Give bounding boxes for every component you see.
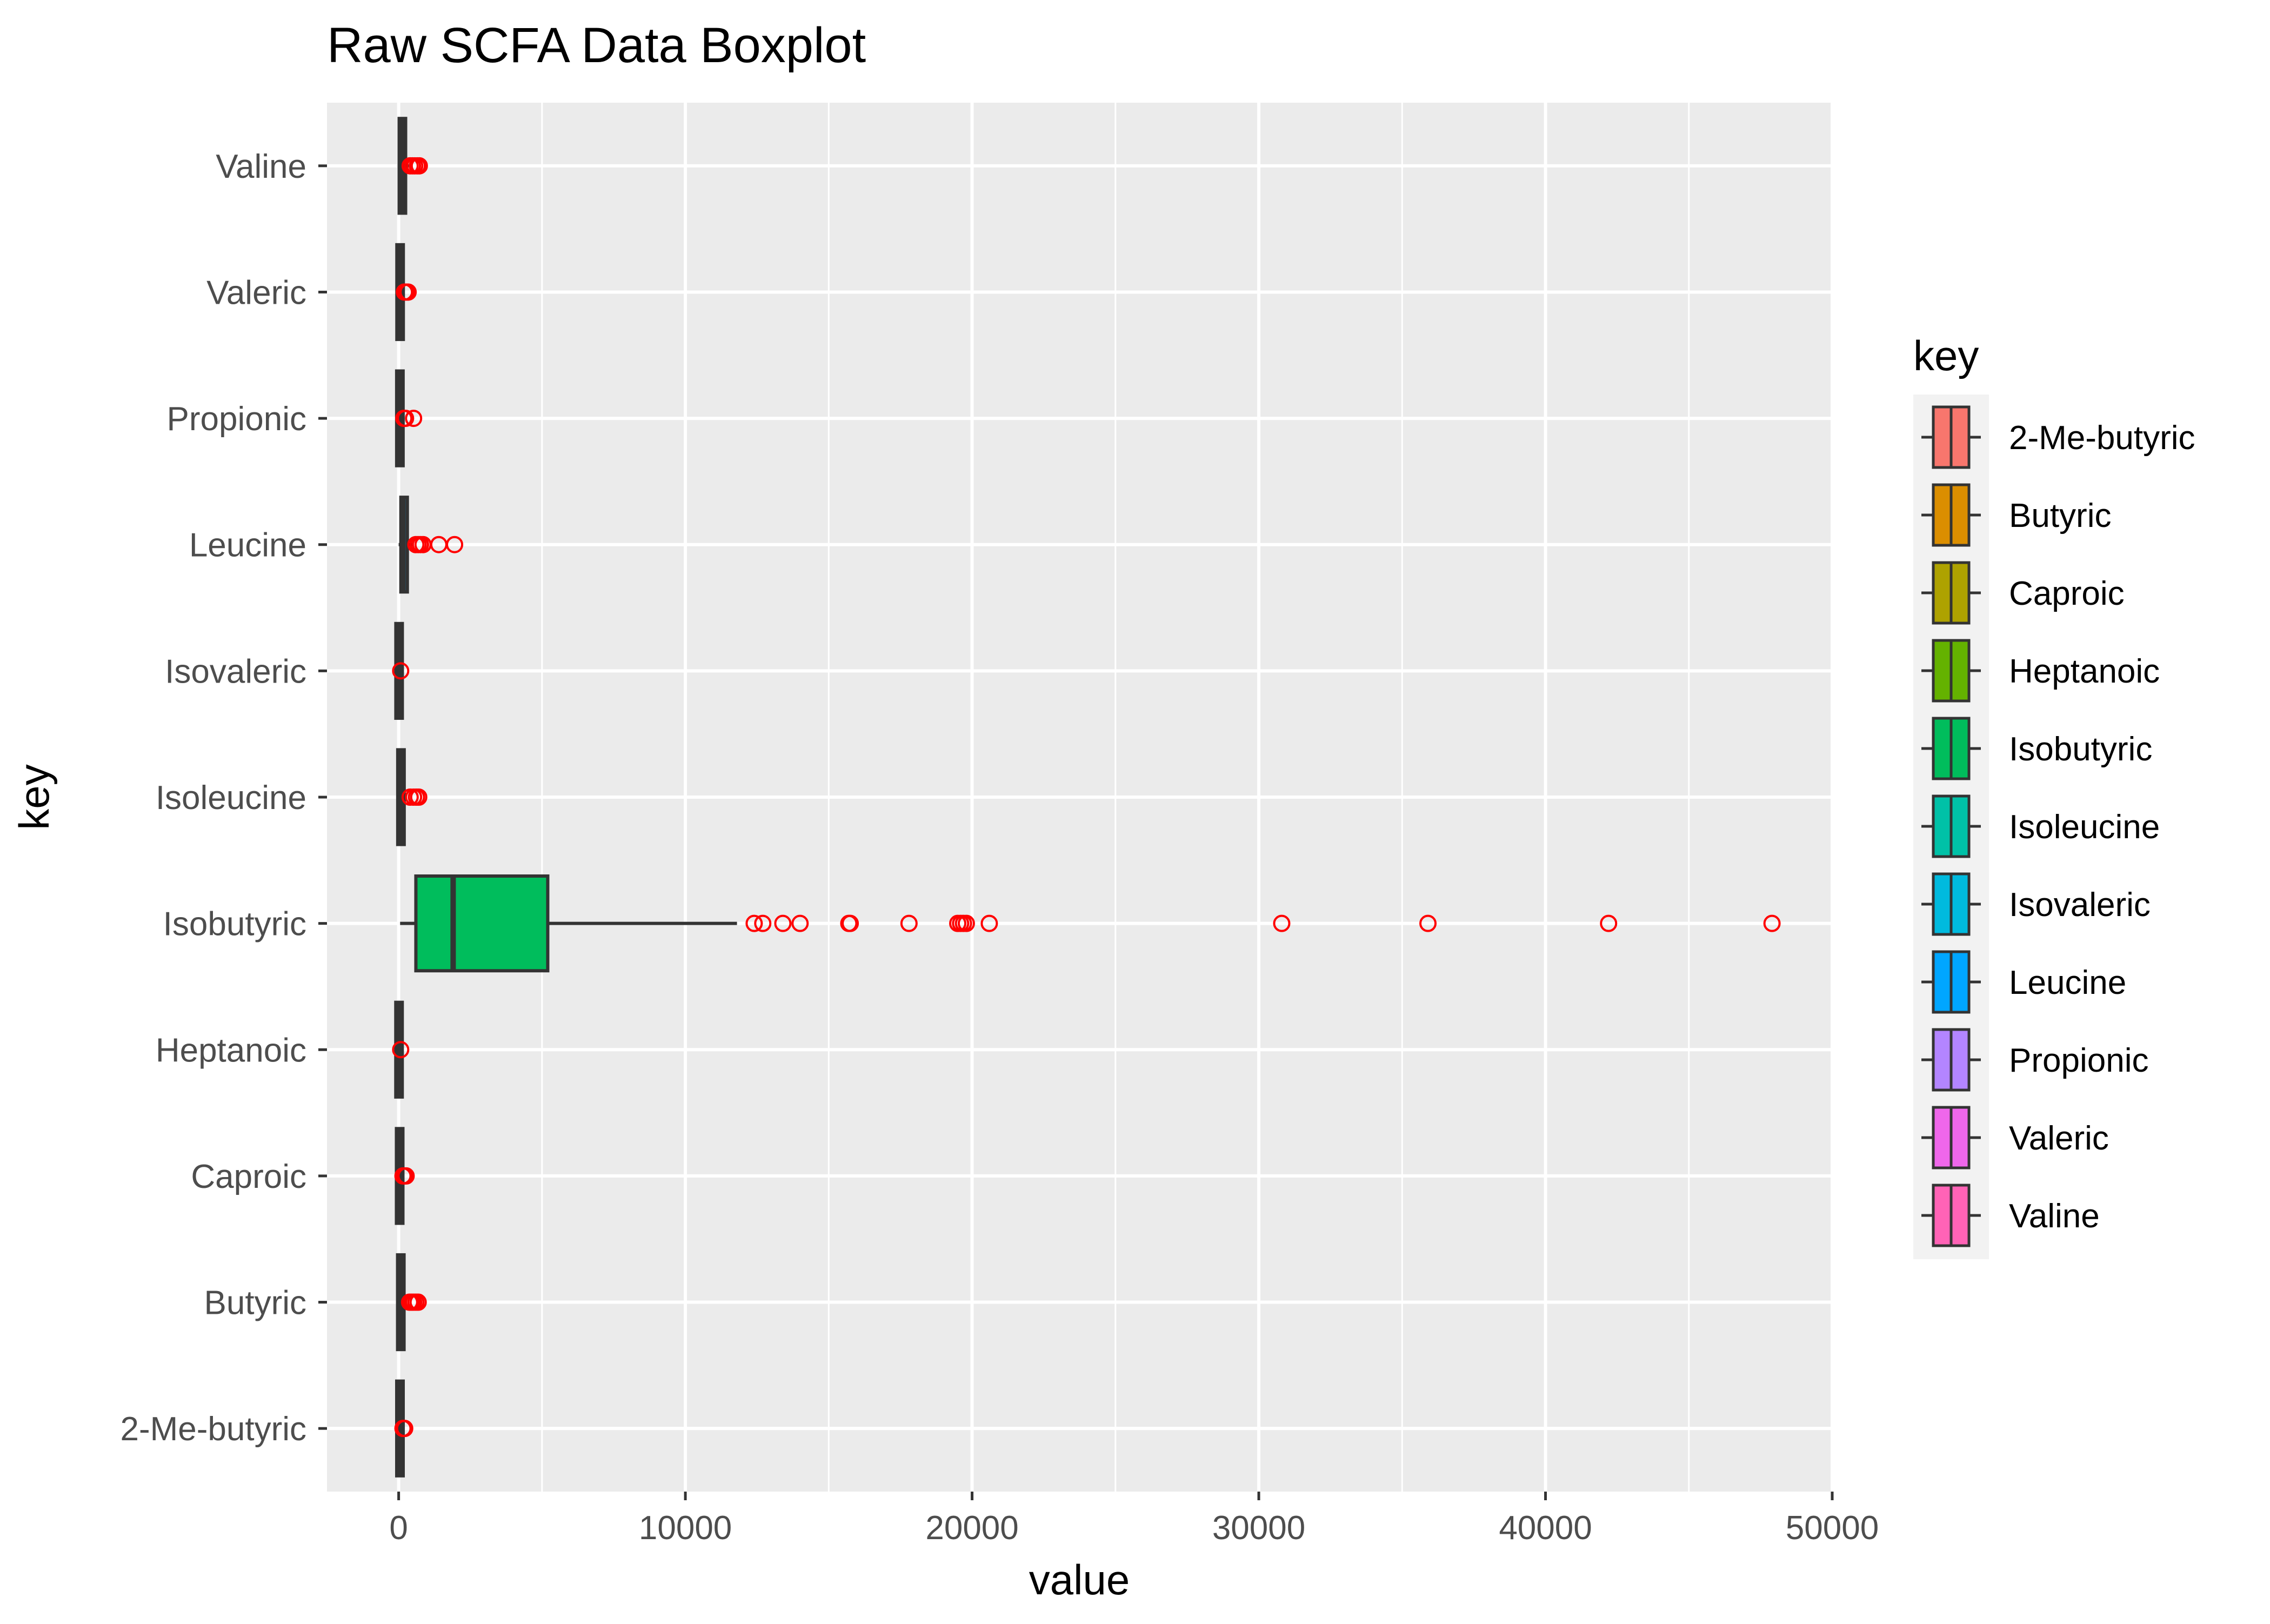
legend-label: Valeric (2009, 1120, 2109, 1157)
grid-layer (327, 103, 1834, 1492)
legend-label: 2-Me-butyric (2009, 419, 2195, 457)
outlier-point (1763, 914, 1781, 932)
outlier-point (410, 157, 428, 175)
y-tick-label: Leucine (189, 527, 306, 564)
outlier-point (392, 1041, 410, 1059)
legend-title: key (1913, 332, 1979, 379)
outlier-point (842, 914, 859, 932)
axis-layer: 0 10000 20000 30000 40000 50000 2-Me-butyric Bu… (120, 148, 1879, 1547)
y-tick-label: Butyric (204, 1285, 306, 1322)
legend-item: Valeric (1921, 1106, 2109, 1169)
x-tick-label: 20000 (925, 1509, 1018, 1547)
x-tick-label: 40000 (1499, 1509, 1592, 1547)
y-tick-label: Valeric (206, 274, 306, 311)
outlier-point (446, 536, 464, 553)
legend-label: Leucine (2009, 964, 2126, 1001)
chart-title: Raw SCFA Data Boxplot (327, 18, 866, 73)
legend-item: Isovaleric (1921, 872, 2151, 936)
legend-label: Isovaleric (2009, 886, 2151, 924)
y-tick-label: Isoleucine (156, 779, 306, 817)
outlier-point (1419, 914, 1437, 932)
legend-label: Heptanoic (2009, 653, 2160, 690)
legend-item: Caproic (1921, 561, 2125, 625)
y-axis-label: key (10, 764, 58, 830)
outlier-point (392, 662, 410, 680)
outlier-point (396, 1420, 413, 1438)
box-Valine (397, 117, 428, 215)
outlier-point (405, 410, 423, 427)
box-2-Me-butyric (394, 1379, 413, 1478)
box-Caproic (394, 1127, 415, 1225)
box-Isovaleric (392, 621, 410, 720)
x-axis-label: value (1029, 1556, 1130, 1603)
legend-item: Isoleucine (1921, 794, 2160, 858)
legend-item: Leucine (1921, 950, 2126, 1014)
y-tick-label: Isobutyric (163, 906, 306, 943)
outlier-point (409, 1293, 427, 1311)
x-tick-label: 30000 (1212, 1509, 1305, 1547)
x-tick-label: 10000 (639, 1509, 732, 1547)
outlier-point (980, 914, 998, 932)
legend-label: Butyric (2009, 497, 2111, 534)
legend-item: Propionic (1921, 1028, 2148, 1092)
box-iqr (414, 874, 550, 973)
outlier-point (774, 914, 792, 932)
x-tick-label: 50000 (1786, 1509, 1879, 1547)
legend-item: Heptanoic (1921, 639, 2160, 703)
y-tick-label: Heptanoic (156, 1032, 306, 1069)
outlier-point (410, 788, 428, 806)
outlier-point (397, 410, 415, 427)
legend-item: Isobutyric (1921, 717, 2152, 780)
box-Butyric (396, 1253, 427, 1352)
y-tick-label: Propionic (167, 400, 306, 438)
box-layer (392, 117, 1781, 1478)
legend-item: 2-Me-butyric (1921, 405, 2195, 469)
outlier-point (791, 914, 809, 932)
legend-label: Isobutyric (2009, 731, 2152, 768)
box-Isoleucine (396, 748, 428, 846)
outlier-point (900, 914, 918, 932)
outlier-point (397, 1167, 415, 1185)
y-tick-label: Isovaleric (165, 653, 306, 690)
outlier-point (399, 283, 417, 301)
legend-item: Valine (1921, 1184, 2100, 1247)
box-Heptanoic (392, 1000, 410, 1099)
legend-label: Propionic (2009, 1042, 2148, 1079)
box-Isobutyric (400, 874, 1781, 973)
box-Valeric (395, 243, 417, 342)
legend-label: Isoleucine (2009, 808, 2160, 846)
outlier-point (957, 914, 975, 932)
legend-label: Caproic (2009, 575, 2125, 612)
box-Leucine (398, 496, 464, 594)
legend-item: Butyric (1921, 483, 2111, 547)
outlier-point (1600, 914, 1618, 932)
x-tick-label: 0 (389, 1509, 408, 1547)
box-Propionic (395, 369, 423, 467)
outlier-point (1273, 914, 1291, 932)
y-tick-label: Caproic (191, 1158, 306, 1195)
legend: 2-Me-butyric Butyric Caproic Heptanoic Isobu… (1921, 405, 2195, 1247)
outlier-point (745, 914, 763, 932)
y-tick-label: Valine (216, 148, 306, 185)
y-tick-label: 2-Me-butyric (120, 1411, 306, 1448)
legend-label: Valine (2009, 1198, 2100, 1235)
outlier-point (754, 914, 772, 932)
